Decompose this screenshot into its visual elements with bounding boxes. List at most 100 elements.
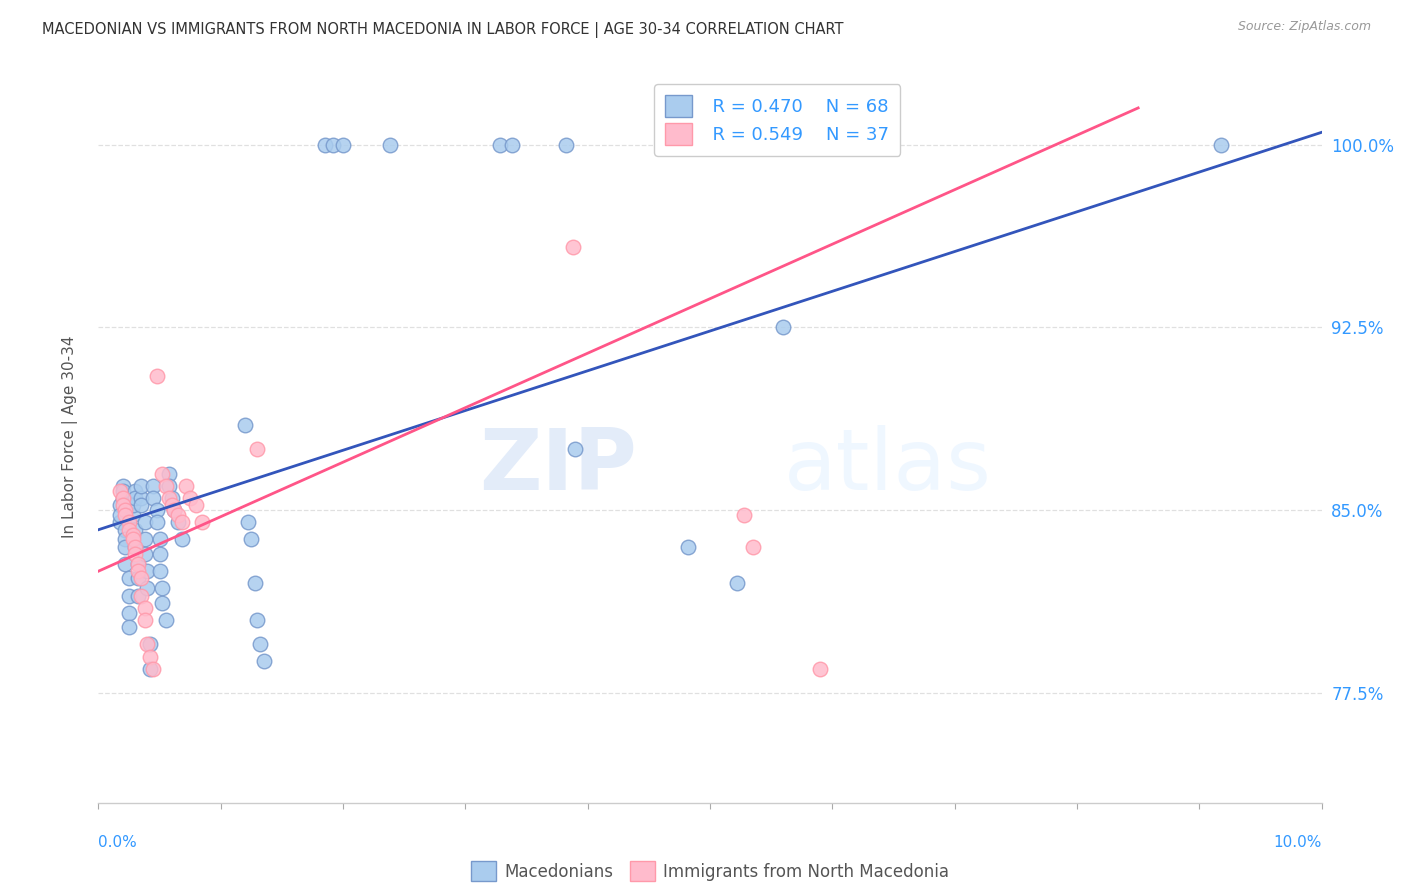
Point	[121, 499, 143, 513]
Point	[332, 137, 354, 152]
Point	[124, 483, 146, 498]
Text: 0.0%: 0.0%	[98, 836, 138, 850]
Text: atlas: atlas	[783, 425, 991, 508]
Point	[157, 491, 180, 505]
Point	[114, 540, 136, 554]
Point	[150, 467, 173, 481]
Point	[163, 503, 186, 517]
Point	[149, 564, 172, 578]
Point	[118, 572, 141, 586]
Point	[129, 589, 152, 603]
Point	[149, 547, 172, 561]
Point	[155, 613, 177, 627]
Point	[167, 516, 190, 530]
Point	[1211, 137, 1233, 152]
Point	[246, 613, 269, 627]
Point	[111, 479, 134, 493]
Point	[121, 527, 143, 541]
Point	[488, 137, 510, 152]
Point	[114, 508, 136, 522]
Point	[160, 499, 183, 513]
Point	[501, 137, 523, 152]
Point	[170, 516, 193, 530]
Point	[808, 662, 831, 676]
Point	[249, 637, 271, 651]
Point	[114, 533, 136, 547]
Point	[124, 540, 146, 554]
Point	[134, 547, 156, 561]
Point	[142, 662, 165, 676]
Point	[146, 516, 169, 530]
Point	[179, 491, 201, 505]
Point	[725, 576, 748, 591]
Point	[118, 523, 141, 537]
Point	[124, 523, 146, 537]
Point	[110, 516, 132, 530]
Point	[111, 491, 134, 505]
Point	[127, 557, 149, 571]
Point	[124, 540, 146, 554]
Point	[134, 533, 156, 547]
Point	[129, 572, 152, 586]
Point	[139, 637, 162, 651]
Point	[136, 564, 159, 578]
Point	[314, 137, 336, 152]
Text: MACEDONIAN VS IMMIGRANTS FROM NORTH MACEDONIA IN LABOR FORCE | AGE 30-34 CORRELA: MACEDONIAN VS IMMIGRANTS FROM NORTH MACE…	[42, 22, 844, 38]
Text: 10.0%: 10.0%	[1274, 836, 1322, 850]
Point	[110, 499, 132, 513]
Point	[118, 589, 141, 603]
Point	[142, 479, 165, 493]
Point	[134, 613, 156, 627]
Point	[236, 516, 259, 530]
Point	[114, 523, 136, 537]
Point	[554, 137, 576, 152]
Point	[146, 503, 169, 517]
Text: ZIP: ZIP	[479, 425, 637, 508]
Point	[111, 483, 134, 498]
Point	[142, 491, 165, 505]
Y-axis label: In Labor Force | Age 30-34: In Labor Force | Age 30-34	[62, 335, 77, 539]
Point	[733, 508, 755, 522]
Point	[127, 572, 149, 586]
Point	[240, 533, 263, 547]
Point	[243, 576, 266, 591]
Point	[134, 516, 156, 530]
Point	[114, 557, 136, 571]
Point	[167, 508, 190, 522]
Point	[129, 479, 152, 493]
Point	[118, 620, 141, 634]
Legend: Macedonians, Immigrants from North Macedonia: Macedonians, Immigrants from North Maced…	[463, 853, 957, 889]
Point	[378, 137, 401, 152]
Point	[110, 508, 132, 522]
Point	[150, 581, 173, 595]
Point	[129, 491, 152, 505]
Point	[114, 503, 136, 517]
Point	[155, 479, 177, 493]
Point	[246, 442, 269, 457]
Point	[233, 417, 256, 432]
Point	[149, 533, 172, 547]
Point	[139, 662, 162, 676]
Point	[127, 589, 149, 603]
Point	[252, 654, 274, 668]
Point	[191, 516, 214, 530]
Point	[118, 606, 141, 620]
Point	[127, 557, 149, 571]
Point	[186, 499, 208, 513]
Point	[676, 540, 699, 554]
Point	[121, 508, 143, 522]
Point	[741, 540, 763, 554]
Point	[111, 491, 134, 505]
Point	[157, 479, 180, 493]
Point	[322, 137, 344, 152]
Point	[136, 581, 159, 595]
Point	[129, 499, 152, 513]
Point	[121, 533, 143, 547]
Point	[157, 467, 180, 481]
Point	[564, 442, 586, 457]
Point	[136, 637, 159, 651]
Point	[146, 369, 169, 384]
Point	[127, 564, 149, 578]
Point	[118, 516, 141, 530]
Point	[176, 479, 198, 493]
